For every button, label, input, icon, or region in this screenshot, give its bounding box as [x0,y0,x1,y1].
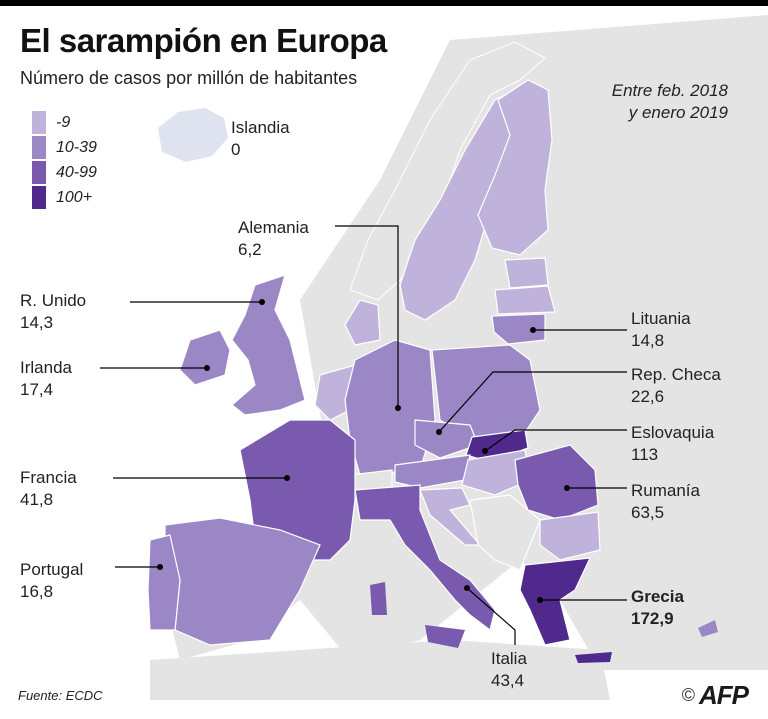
country-germany [344,339,436,476]
country-value: 172,9 [631,609,674,628]
legend-swatch [32,136,46,159]
period-note: Entre feb. 2018 y enero 2019 [612,80,728,124]
legend-label: -9 [56,113,71,131]
label-rumania: Rumanía 63,5 [631,480,700,524]
country-name: Rep. Checa [631,365,721,384]
country-value: 17,4 [20,380,54,399]
country-hungary [461,449,531,496]
leader-lines [100,225,627,645]
label-portugal: Portugal 16,8 [20,559,83,603]
country-austria [394,454,471,489]
country-spain [164,517,321,646]
label-lituania: Lituania 14,8 [631,308,691,352]
map-subtitle: Número de casos por millón de habitantes [20,68,358,88]
legend-item: 100+ [32,185,97,210]
legend-item: 10-39 [32,135,97,160]
country-denmark [344,299,381,346]
country-name: Grecia [631,587,684,606]
country-crete [575,652,612,663]
country-name: Portugal [20,560,84,579]
country-name: Lituania [631,309,691,328]
country-name: Rumanía [631,481,700,500]
copyright-icon: © [681,685,695,705]
country-value: 22,6 [631,387,665,406]
legend-label: 100+ [56,188,93,206]
country-latvia [494,285,556,315]
country-romania [514,444,599,521]
country-italy [354,484,496,632]
country-name: R. Unido [20,291,87,310]
label-runido: R. Unido 14,3 [20,290,86,334]
country-lithuania [491,313,546,345]
country-value: 41,8 [20,490,54,509]
country-croatia [419,487,482,546]
land-north-africa [150,640,610,700]
country-portugal [147,534,181,631]
label-repcheca: Rep. Checa 22,6 [631,364,721,408]
label-alemania: Alemania 6,2 [238,217,309,261]
country-value: 43,4 [491,671,525,690]
country-sardinia [370,582,387,615]
label-islandia: Islandia 0 [231,117,290,161]
afp-logo: © AFP [681,680,749,711]
country-estonia [504,257,549,289]
country-name: Eslovaquia [631,423,715,442]
legend-item: -9 [32,110,97,135]
leader-dots [157,299,570,603]
country-value: 14,8 [631,331,665,350]
top-bar [0,0,768,6]
legend-swatch [32,186,46,209]
country-sicily [425,625,465,648]
country-value: 113 [631,445,659,464]
country-bulgaria [539,511,601,561]
label-irlanda: Irlanda 17,4 [20,357,72,401]
country-value: 6,2 [238,240,262,259]
label-eslovaquia: Eslovaquia 113 [631,422,714,466]
label-grecia: Grecia 172,9 [631,586,684,630]
country-name: Italia [491,649,527,668]
period-line-2: y enero 2019 [628,103,728,122]
country-name: Francia [20,468,77,487]
country-uk [231,274,306,416]
country-name: Islandia [231,118,290,137]
country-finland [477,79,553,256]
country-iceland [158,108,228,162]
country-value: 63,5 [631,503,665,522]
legend-swatch [32,111,46,134]
afp-logo-text: AFP [699,680,749,710]
country-ireland [179,329,231,386]
country-name: Irlanda [20,358,72,377]
map-title: El sarampión en Europa [20,22,387,59]
legend-item: 40-99 [32,160,97,185]
legend: -9 10-39 40-99 100+ [32,110,97,210]
country-balkans [469,494,541,571]
label-francia: Francia 41,8 [20,467,77,511]
country-value: 16,8 [20,582,54,601]
country-name: Alemania [238,218,309,237]
period-line-1: Entre feb. 2018 [611,81,728,100]
country-greece [519,557,591,646]
country-cyprus [698,620,718,637]
legend-swatch [32,161,46,184]
country-value: 14,3 [20,313,54,332]
source-note: Fuente: ECDC [18,688,103,703]
country-czech [414,419,479,459]
legend-label: 10-39 [56,138,97,156]
country-value: 0 [231,140,241,159]
label-italia: Italia 43,4 [491,648,527,692]
legend-label: 40-99 [56,163,97,181]
